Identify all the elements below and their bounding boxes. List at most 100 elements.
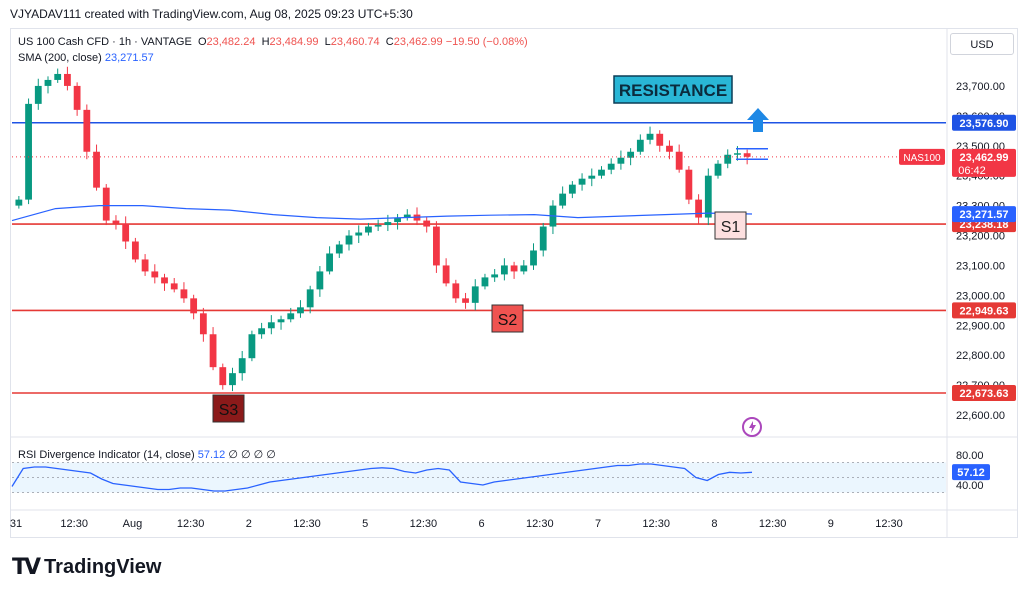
ohlc-legend: US 100 Cash CFD · 1h · VANTAGE O23,482.2… [18, 36, 528, 48]
candle-body [316, 271, 324, 290]
legend-close: C23,462.99 [385, 36, 443, 48]
candle-body [93, 151, 100, 188]
candle-body [384, 222, 392, 226]
level-price-tag [952, 385, 1016, 402]
candle-body [714, 163, 722, 176]
up-arrow-icon [747, 108, 769, 132]
countdown-label: 06:42 [958, 165, 986, 177]
candle-body [277, 319, 285, 323]
s2-box [491, 304, 524, 333]
candle-body [102, 187, 110, 221]
candle-body [131, 241, 139, 260]
candle-body [704, 175, 712, 218]
chart-frame [10, 28, 1018, 538]
price-tick-label: 23,000.00 [956, 290, 1005, 302]
candle-body [462, 298, 469, 303]
resistance-label: RESISTANCE [619, 81, 727, 100]
candle-body [161, 277, 168, 284]
time-tick-label: 12:30 [642, 518, 670, 530]
candle-body [471, 286, 479, 303]
rsi-value-label: 57.12 [957, 467, 985, 479]
candle-body [394, 217, 401, 223]
legend-change: −19.50 (−0.08%) [445, 36, 528, 48]
sma-line [11, 205, 753, 222]
rsi-tick-label: 80.00 [956, 450, 984, 462]
candle-body [267, 322, 275, 329]
candle-body [539, 226, 547, 251]
candle-body [199, 313, 207, 335]
legend-open: O23,482.24 [197, 36, 256, 48]
candle-body [151, 271, 159, 278]
time-tick-label: 2 [246, 518, 252, 530]
tradingview-logo[interactable]: TV TradingView [12, 555, 162, 580]
level-price-label: 23,576.90 [960, 118, 1009, 130]
price-tick-label: 23,700.00 [956, 81, 1005, 93]
candle-body [83, 109, 91, 152]
candle-body [73, 85, 81, 110]
current-price-tag [952, 148, 1016, 177]
candle-body [481, 277, 489, 287]
candle-body [355, 232, 363, 236]
candle-body [734, 153, 741, 155]
level-price-tag [952, 114, 1016, 131]
candle-body [190, 298, 198, 314]
candle-body [423, 220, 431, 227]
candle-body [238, 358, 246, 374]
candle-body [229, 373, 236, 386]
sma-legend[interactable]: SMA (200, close) 23,271.57 [18, 52, 154, 64]
currency-button[interactable]: USD [950, 33, 1014, 55]
sma-legend-value: 23,271.57 [104, 52, 154, 64]
candle-body [646, 133, 654, 140]
level-price-tag [952, 302, 1016, 319]
resistance-box [613, 75, 733, 104]
rsi-legend[interactable]: RSI Divergence Indicator (14, close) 57.… [18, 448, 276, 461]
candle-body [666, 145, 673, 152]
candle-body [374, 225, 382, 227]
s3-label: S3 [219, 402, 239, 419]
time-tick-label: 31 [10, 518, 22, 530]
candle-body [500, 265, 508, 275]
legend-symbol: US 100 Cash CFD · 1h · VANTAGE [18, 36, 192, 48]
candle-body [297, 307, 304, 314]
time-tick-label: 9 [828, 518, 834, 530]
candle-body [452, 283, 460, 299]
price-tick-label: 22,800.00 [956, 350, 1005, 362]
candle-body [365, 226, 372, 233]
legend-low: L23,460.74 [324, 36, 380, 48]
candle-body [219, 367, 227, 386]
s2-label: S2 [498, 312, 518, 329]
candle-body [122, 223, 130, 242]
candle-body [335, 244, 343, 254]
time-tick-label: 5 [362, 518, 368, 530]
candle-body [141, 259, 149, 272]
alert-icon [742, 417, 762, 437]
tradingview-name: TradingView [44, 556, 162, 578]
candle-body [743, 153, 751, 157]
candle-body [685, 169, 693, 200]
rsi-tick-label: 40.00 [956, 480, 984, 492]
time-tick-label: 8 [711, 518, 717, 530]
tradingview-mark-icon: TV [12, 555, 41, 580]
candle-body [530, 250, 537, 266]
s3-box [212, 394, 245, 423]
current-price-label: 23,462.99 [960, 152, 1009, 164]
candle-body [578, 178, 586, 185]
candle-body [248, 334, 256, 359]
s1-box [714, 211, 747, 240]
candle-body [112, 220, 120, 224]
candle-body [588, 175, 596, 179]
candle-body [25, 103, 32, 200]
candle-body [559, 193, 567, 206]
rsi-legend-value: 57.12 [197, 449, 226, 461]
candle-body [617, 157, 625, 164]
s1-label: S1 [721, 219, 741, 236]
rsi-legend-extra: ∅ ∅ ∅ ∅ [228, 449, 276, 461]
candle-body [607, 163, 615, 170]
candle-body [491, 274, 499, 278]
legend-high: H23,484.99 [261, 36, 319, 48]
candle-body [403, 214, 411, 218]
candle-body [598, 169, 605, 176]
time-tick-label: 12:30 [60, 518, 88, 530]
rsi-value-tag [952, 464, 990, 481]
